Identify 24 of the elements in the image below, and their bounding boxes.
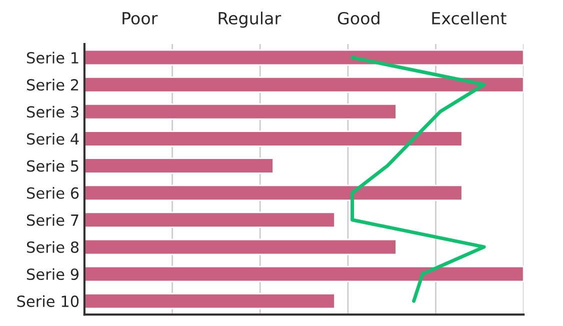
y-tick-label: Serie 2 (26, 78, 78, 91)
text: Good (338, 12, 380, 25)
bar (84, 104, 397, 120)
bar (84, 266, 524, 282)
y-tick-label: Serie 3 (26, 106, 78, 118)
y-tick-label: Serie 7 (26, 214, 78, 226)
y-tick-label: Serie 8 (26, 241, 79, 253)
y-tick-label: Serie 9 (26, 268, 79, 280)
y-tick-label: Serie 5 (26, 160, 78, 172)
bar (84, 238, 397, 256)
y-tick-label: Serie 1 (26, 52, 78, 64)
y-tick-label: Serie 4 (26, 132, 79, 145)
bar (84, 158, 274, 174)
bar (84, 292, 336, 310)
bar (84, 184, 463, 201)
text: Poor (122, 12, 158, 25)
text: Excellent (432, 12, 506, 25)
bar (84, 49, 524, 66)
bar (84, 212, 336, 228)
bar (84, 76, 524, 93)
bar (84, 130, 463, 147)
y-tick-label: Serie 6 (26, 187, 79, 199)
text: Regular (218, 12, 282, 28)
y-tick-label: Serie 10 (17, 295, 79, 308)
